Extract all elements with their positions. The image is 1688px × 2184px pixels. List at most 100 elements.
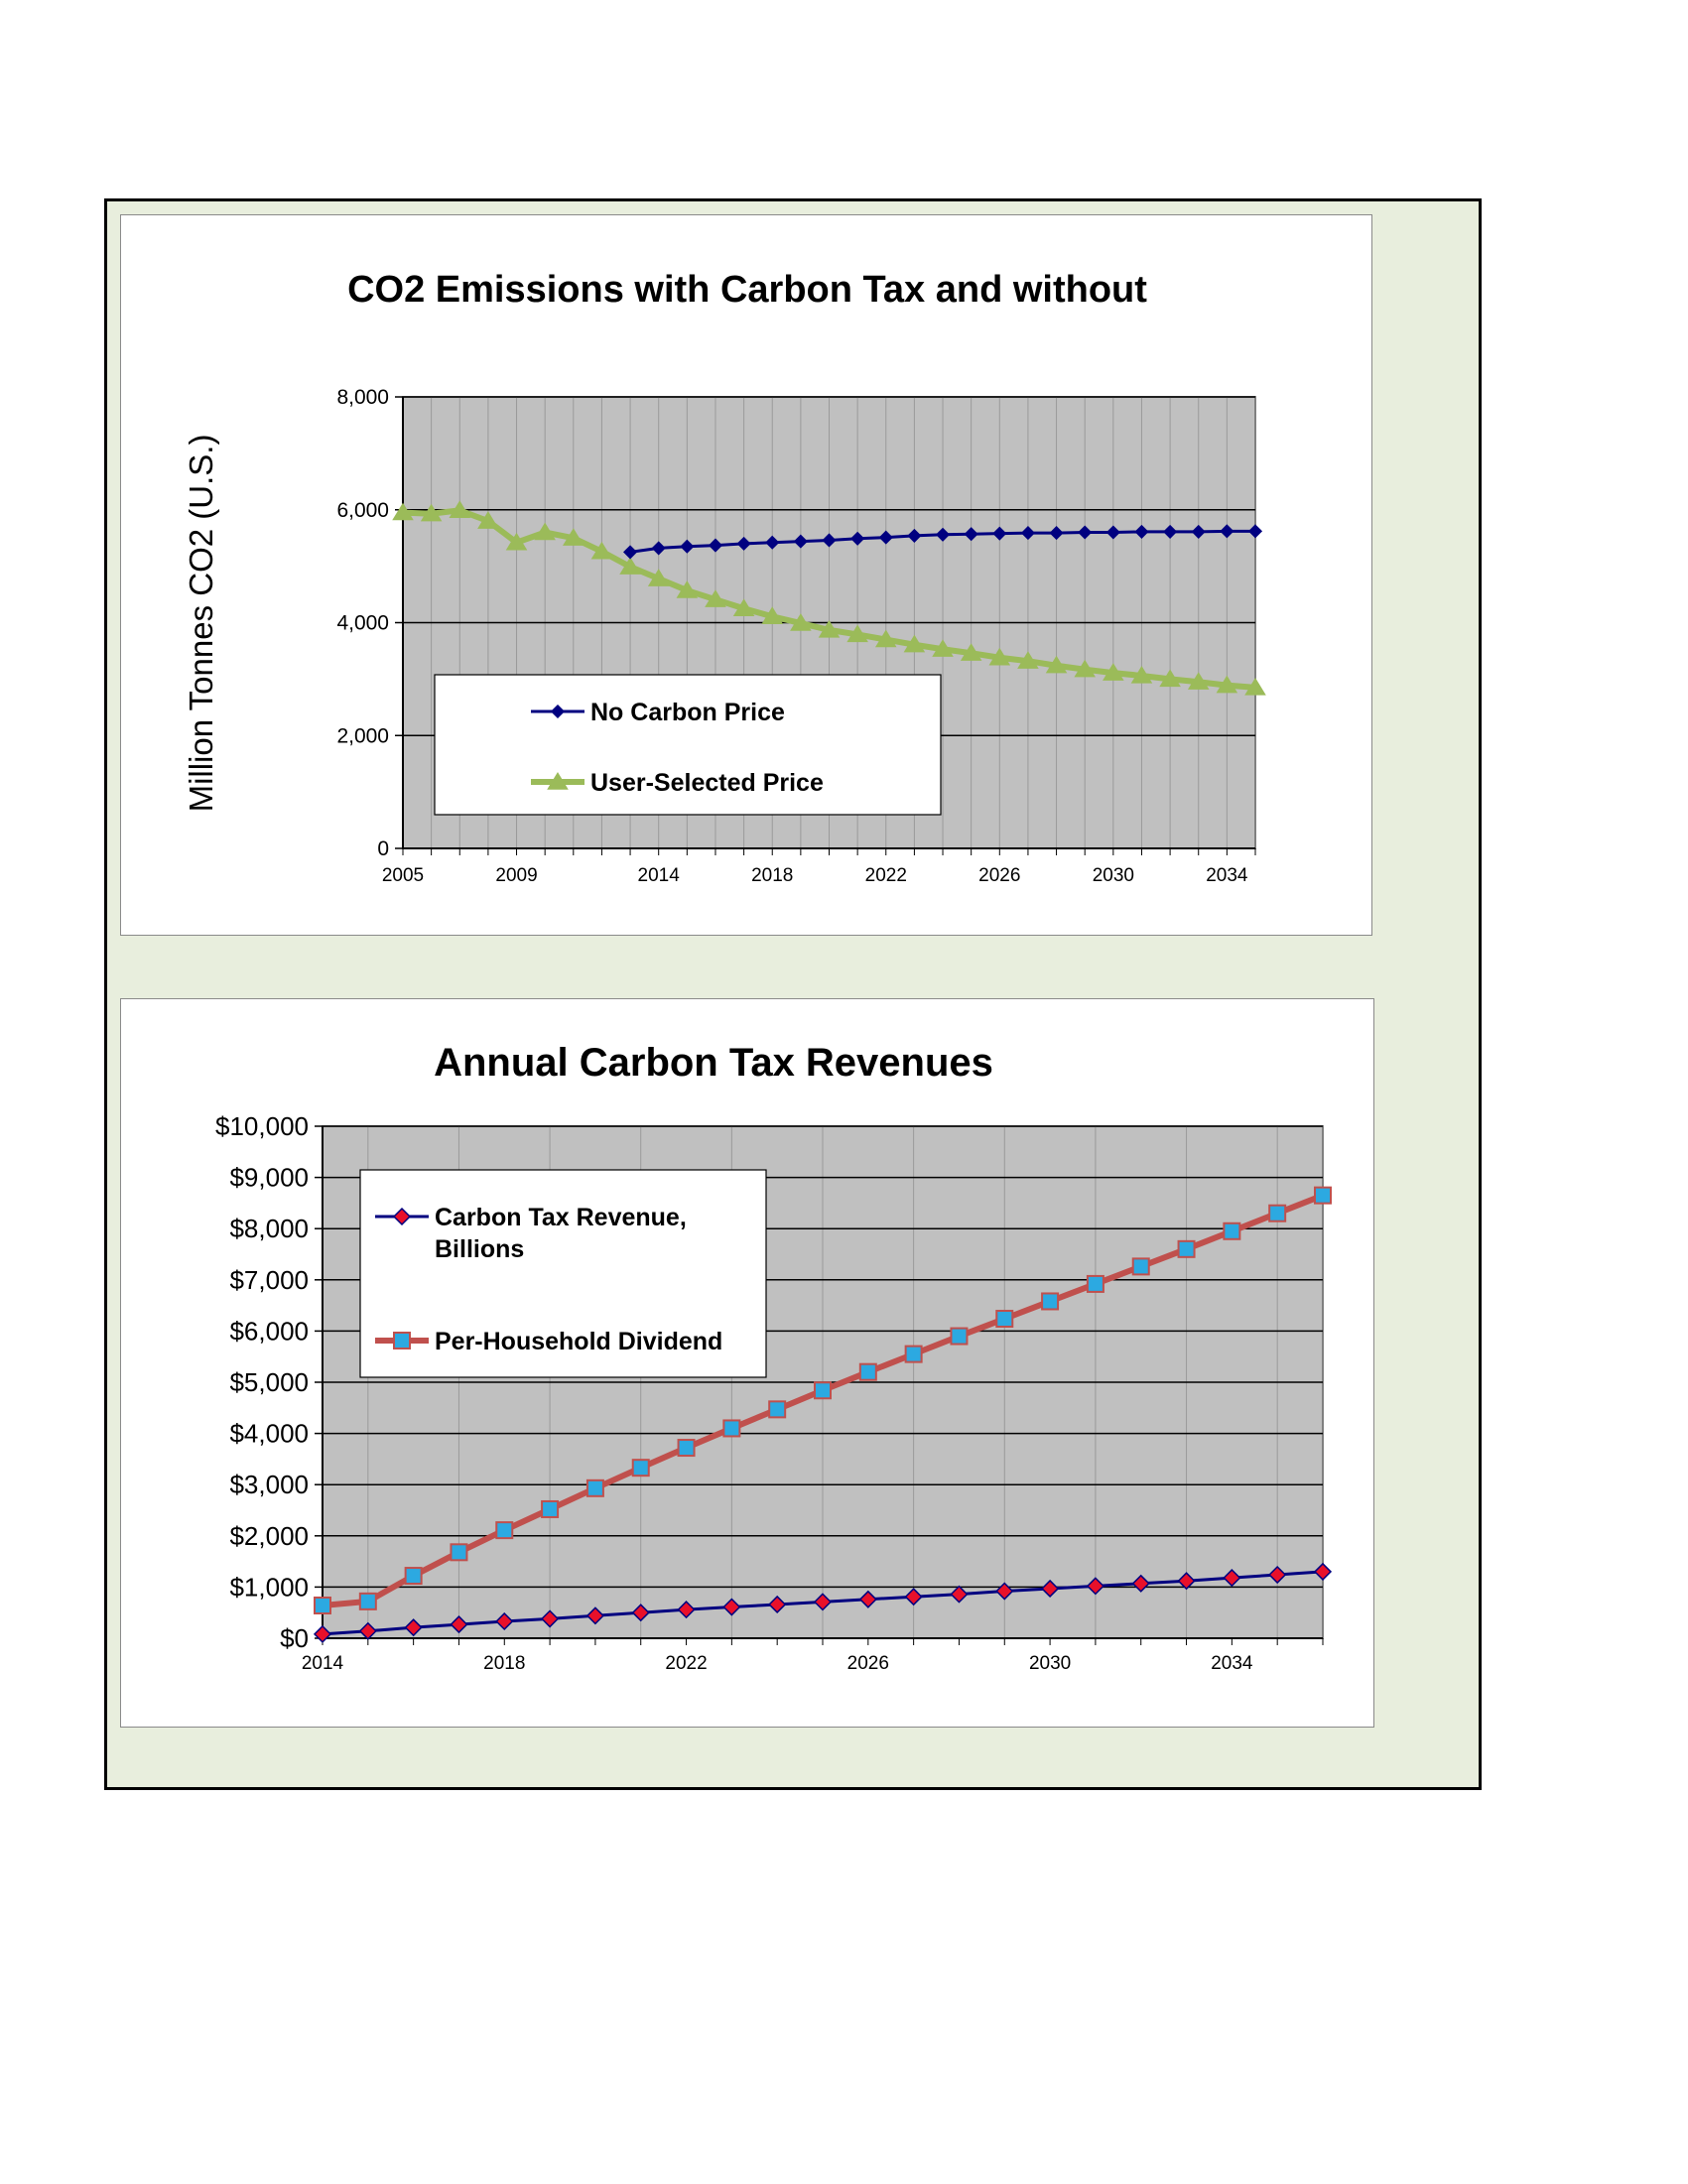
- x-tick-label: 2014: [638, 865, 681, 886]
- data-point: [988, 647, 1011, 666]
- series-carbon-tax-revenue: [313, 1562, 1333, 1643]
- x-tick-label: 2014: [302, 1653, 344, 1674]
- data-point: [1268, 1565, 1287, 1585]
- legend-label: Per-Household Dividend: [435, 1328, 722, 1355]
- data-point: [677, 1601, 696, 1619]
- data-point: [722, 1419, 741, 1438]
- y-tick-label: $3,000: [229, 1470, 309, 1499]
- x-tick-label: 2030: [1093, 865, 1134, 886]
- x-tick-label: 2022: [665, 1653, 707, 1674]
- data-point: [935, 527, 951, 542]
- data-point: [858, 1590, 877, 1608]
- data-point: [904, 1588, 923, 1606]
- data-point: [1223, 1569, 1241, 1588]
- y-tick-label: $0: [280, 1623, 309, 1653]
- legend-label: Carbon Tax Revenue,: [435, 1204, 687, 1231]
- co2-emissions-chart: CO2 Emissions with Carbon Tax and withou…: [183, 269, 1266, 886]
- data-point: [1220, 524, 1234, 539]
- data-point: [1131, 1574, 1150, 1593]
- data-point: [541, 1499, 560, 1518]
- x-tick-label: 2034: [1211, 1653, 1253, 1674]
- chart-title: Annual Carbon Tax Revenues: [434, 1041, 993, 1085]
- data-point: [765, 535, 780, 550]
- x-tick-label: 2018: [751, 865, 793, 886]
- data-point: [1177, 1239, 1196, 1258]
- data-point: [449, 500, 471, 519]
- data-point: [761, 606, 784, 624]
- legend-marker: [392, 1207, 412, 1226]
- data-point: [1017, 651, 1039, 669]
- data-point: [651, 541, 666, 556]
- data-point: [822, 533, 837, 548]
- data-point: [1103, 663, 1124, 681]
- data-point: [450, 1543, 468, 1562]
- data-point: [950, 1585, 969, 1604]
- x-tick-label: 2034: [1206, 865, 1248, 886]
- y-tick-label: $9,000: [229, 1163, 309, 1193]
- figure-frame: CO2 Emissions with Carbon Tax and withou…: [104, 198, 1482, 1790]
- data-point: [736, 536, 751, 551]
- data-point: [1105, 525, 1120, 540]
- carbon-tax-revenues-chart: Annual Carbon Tax Revenues $0 $1,000 $2,000…: [215, 1041, 1333, 1674]
- x-tick-label: 2005: [382, 865, 424, 886]
- data-point: [1268, 1204, 1287, 1222]
- y-axis-label: Million Tonnes CO2 (U.S.): [183, 435, 219, 813]
- data-point: [1191, 524, 1206, 539]
- data-point: [1086, 1577, 1104, 1596]
- data-point: [1041, 1579, 1060, 1599]
- data-point: [563, 528, 584, 546]
- data-point: [705, 589, 726, 607]
- data-point: [813, 1593, 833, 1611]
- data-point: [358, 1621, 377, 1640]
- data-point: [677, 1439, 696, 1458]
- data-point: [1187, 672, 1210, 690]
- y-tick-label: $10,000: [215, 1111, 309, 1141]
- carbon-tax-revenues-chart-panel: Annual Carbon Tax Revenues $0 $1,000 $2,000…: [120, 998, 1374, 1728]
- x-tick-label: 2009: [495, 865, 537, 886]
- data-point: [768, 1595, 787, 1614]
- legend-marker: [547, 772, 569, 790]
- data-point: [878, 530, 893, 545]
- data-point: [1223, 1221, 1241, 1240]
- data-point: [534, 522, 556, 541]
- data-point: [1134, 524, 1149, 539]
- data-point: [495, 1521, 514, 1540]
- y-tick-label: $8,000: [229, 1214, 309, 1243]
- data-point: [1216, 675, 1238, 694]
- data-point: [477, 511, 499, 529]
- data-point: [676, 580, 699, 598]
- data-point: [1020, 526, 1035, 541]
- y-tick-label: 6,000: [336, 499, 389, 522]
- data-point: [313, 1624, 332, 1643]
- legend: No Carbon Price User-Selected Price: [434, 674, 942, 816]
- data-point: [818, 619, 841, 638]
- data-point: [964, 527, 978, 542]
- y-tick-label: $1,000: [229, 1572, 309, 1602]
- legend-marker: [393, 1332, 411, 1349]
- data-point: [631, 1604, 650, 1622]
- data-point: [903, 634, 926, 653]
- legend-label: Billions: [435, 1235, 524, 1263]
- legend-label: No Carbon Price: [590, 699, 785, 726]
- y-tick-label: 0: [377, 837, 389, 860]
- data-point: [790, 613, 812, 631]
- data-point: [1086, 1274, 1104, 1293]
- x-tick-label: 2022: [865, 865, 907, 886]
- data-point: [404, 1567, 423, 1586]
- data-point: [814, 1381, 832, 1400]
- data-point: [1313, 1562, 1333, 1581]
- y-tick-label: $7,000: [229, 1265, 309, 1295]
- data-point: [722, 1598, 741, 1616]
- co2-emissions-chart-panel: CO2 Emissions with Carbon Tax and withou…: [120, 214, 1372, 936]
- data-point: [420, 503, 443, 522]
- data-point: [680, 539, 695, 554]
- data-point: [1159, 669, 1181, 688]
- x-tick-label: 2018: [483, 1653, 525, 1674]
- data-point: [585, 1478, 604, 1497]
- data-point: [992, 526, 1007, 541]
- data-point: [358, 1592, 377, 1610]
- data-point: [1041, 1292, 1060, 1311]
- data-point: [505, 532, 528, 551]
- data-point: [314, 1596, 331, 1614]
- data-point: [1045, 655, 1068, 674]
